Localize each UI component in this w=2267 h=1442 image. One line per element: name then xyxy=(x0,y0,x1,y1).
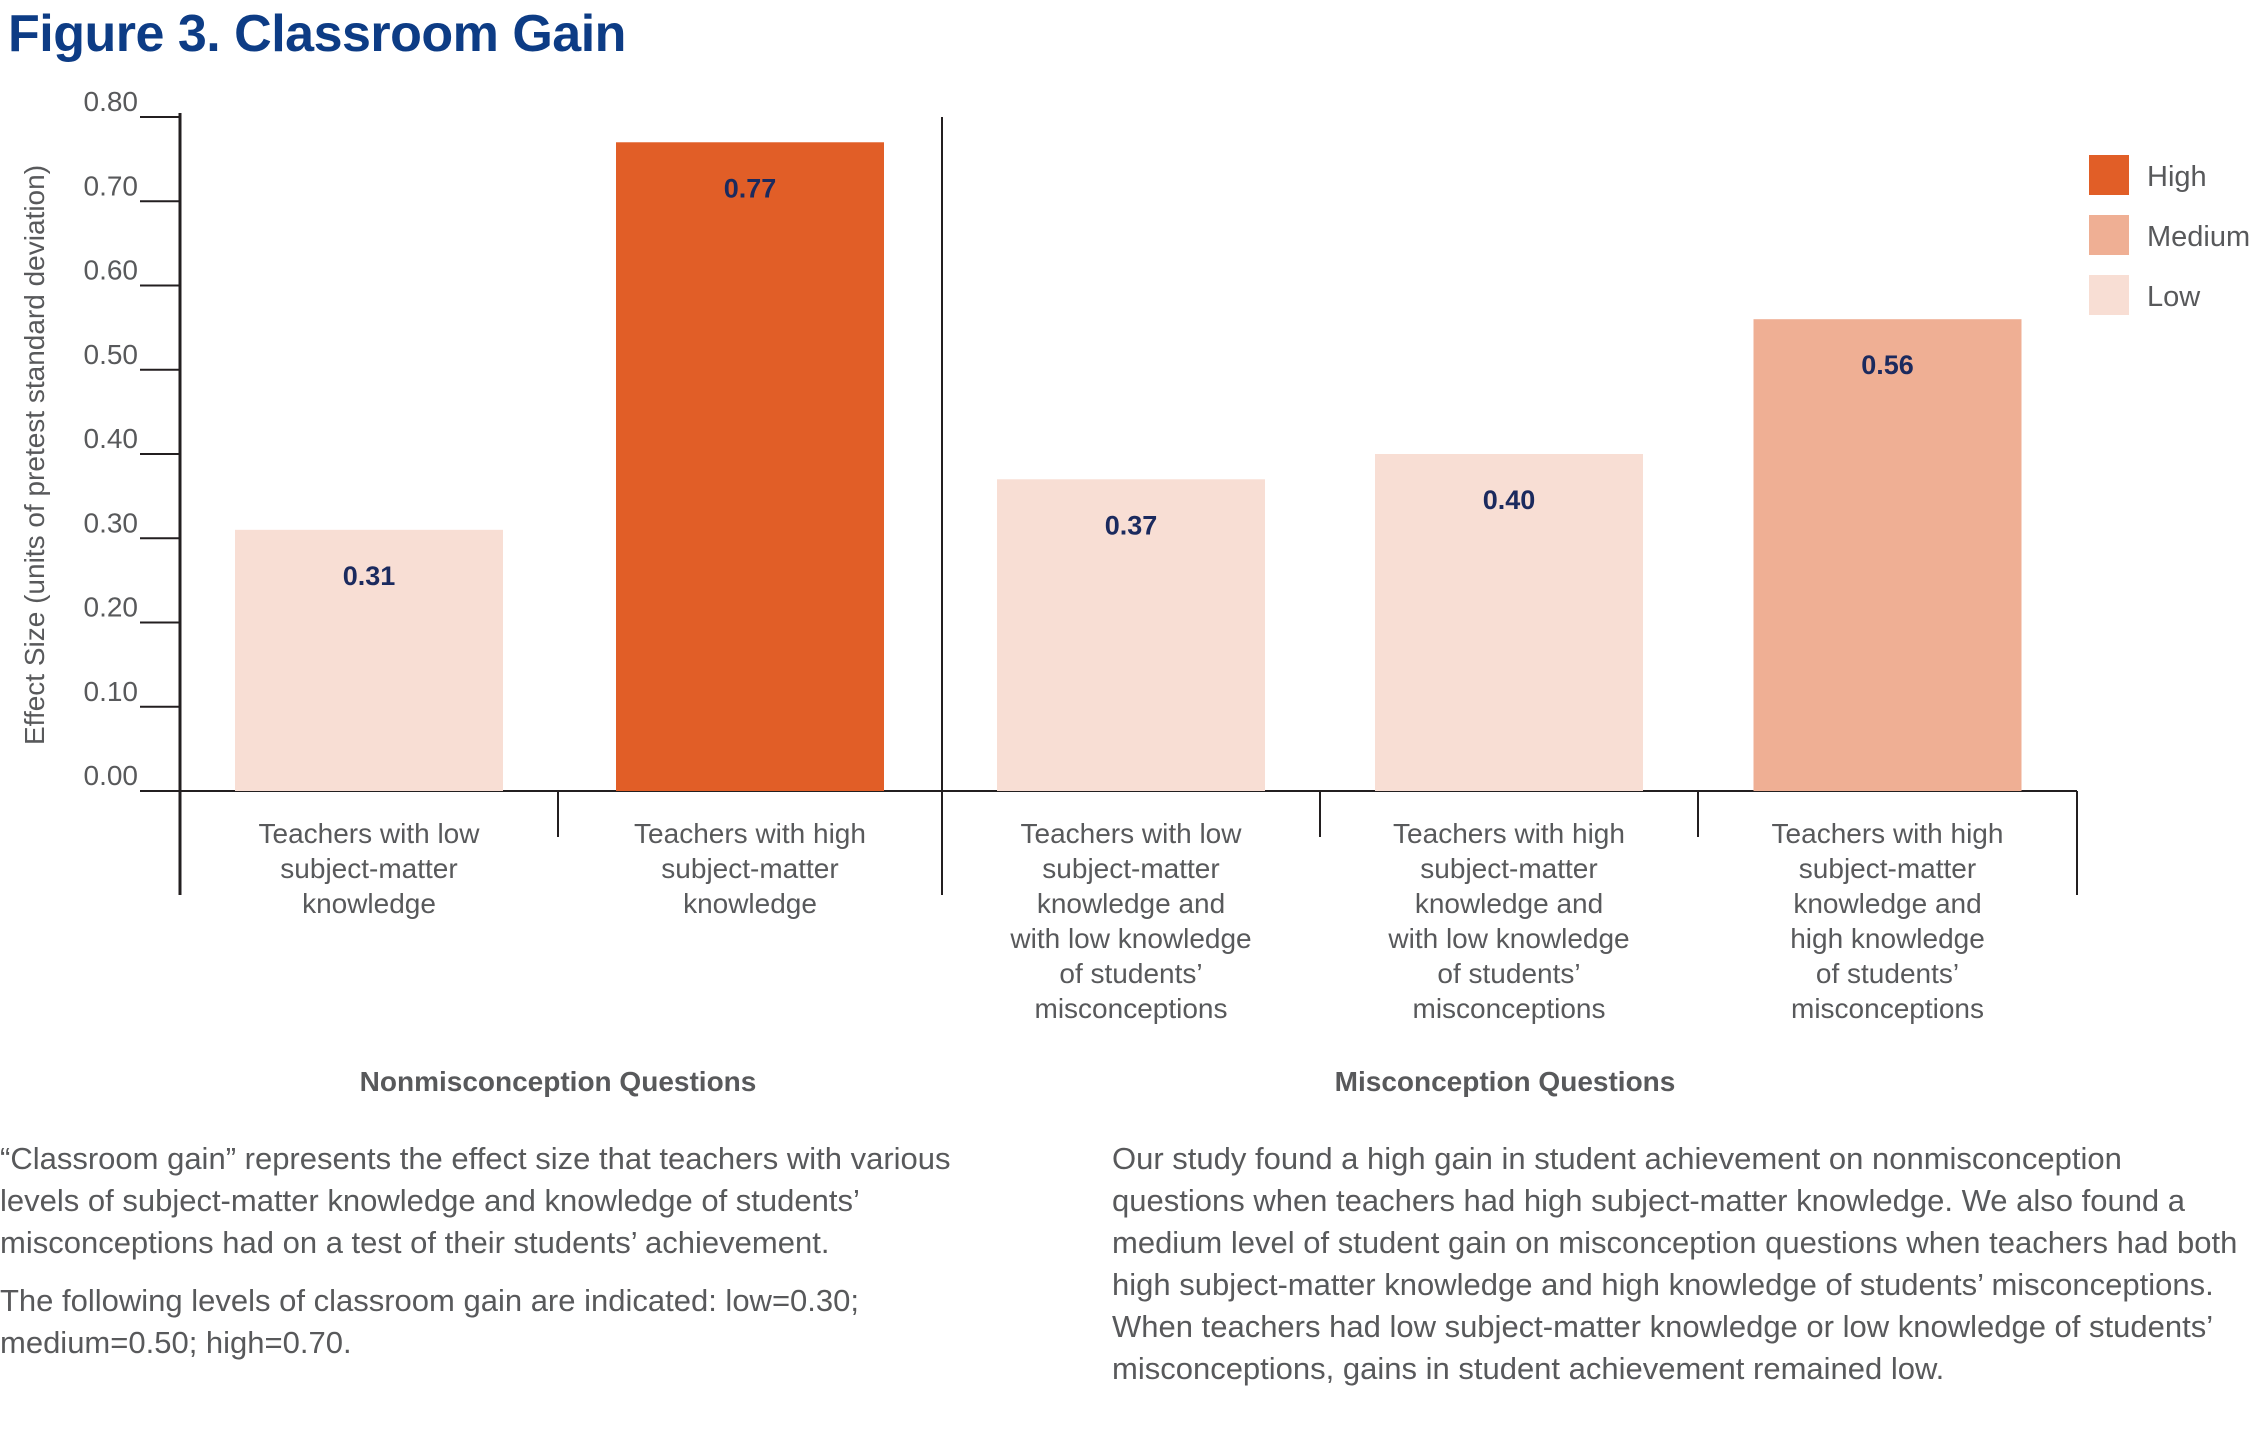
category-label: with low knowledge xyxy=(1387,923,1629,954)
category-label: subject-matter xyxy=(1799,853,1976,884)
y-tick-label: 0.50 xyxy=(84,339,139,370)
category-label: of students’ xyxy=(1437,958,1580,989)
category-label: Teachers with high xyxy=(634,818,866,849)
note-paragraph: “Classroom gain” represents the effect s… xyxy=(0,1141,951,1260)
group-label: Misconception Questions xyxy=(1335,1066,1676,1097)
category-label: of students’ xyxy=(1059,958,1202,989)
category-label: knowledge and xyxy=(1793,888,1981,919)
y-tick-label: 0.10 xyxy=(84,676,139,707)
category-label: with low knowledge xyxy=(1009,923,1251,954)
bar xyxy=(997,479,1265,791)
bar xyxy=(616,142,884,791)
category-label: high knowledge xyxy=(1790,923,1985,954)
category-label: misconceptions xyxy=(1035,993,1228,1024)
y-axis-label: Effect Size (units of pretest standard d… xyxy=(19,165,50,745)
legend-label: Low xyxy=(2147,281,2201,313)
legend-label: Medium xyxy=(2147,221,2250,253)
category-label: knowledge xyxy=(302,888,436,919)
figure-title: Figure 3. Classroom Gain xyxy=(8,5,626,63)
category-label: of students’ xyxy=(1816,958,1959,989)
category-label: misconceptions xyxy=(1791,993,1984,1024)
bar-value-label: 0.40 xyxy=(1483,485,1536,515)
y-tick-label: 0.00 xyxy=(84,760,139,791)
legend-swatch xyxy=(2089,275,2129,315)
bar xyxy=(1753,319,2022,791)
category-label: knowledge and xyxy=(1415,888,1603,919)
category-label: Teachers with low xyxy=(1021,818,1243,849)
category-label: Teachers with high xyxy=(1393,818,1625,849)
y-tick-label: 0.40 xyxy=(84,423,139,454)
legend-label: High xyxy=(2147,161,2207,193)
y-tick-label: 0.70 xyxy=(84,170,139,201)
y-tick-label: 0.20 xyxy=(84,592,139,623)
note-paragraph: Our study found a high gain in student a… xyxy=(1112,1141,2238,1386)
bar-chart: 0.00 0.10 0.20 0.30 0.40 0.50 0.60 0.70 0.80 Effe… xyxy=(19,86,2250,1097)
bar-value-label: 0.77 xyxy=(724,173,777,203)
y-tick-label: 0.60 xyxy=(84,255,139,286)
legend-swatch xyxy=(2089,155,2129,195)
category-label: subject-matter xyxy=(1420,853,1597,884)
notes-right: Our study found a high gain in student a… xyxy=(1112,1138,2242,1406)
bar-value-label: 0.56 xyxy=(1861,350,1914,380)
category-label: knowledge xyxy=(683,888,817,919)
note-paragraph: The following levels of classroom gain a… xyxy=(0,1283,859,1360)
category-label: misconceptions xyxy=(1413,993,1606,1024)
y-tick-label: 0.30 xyxy=(84,507,139,538)
category-label: knowledge and xyxy=(1037,888,1225,919)
category-label: subject-matter xyxy=(280,853,457,884)
legend-swatch xyxy=(2089,215,2129,255)
category-label: Teachers with low xyxy=(259,818,481,849)
category-label: subject-matter xyxy=(661,853,838,884)
group-label: Nonmisconception Questions xyxy=(360,1066,757,1097)
notes-left: “Classroom gain” represents the effect s… xyxy=(0,1138,1000,1380)
category-label: Teachers with high xyxy=(1772,818,2004,849)
category-label: subject-matter xyxy=(1042,853,1219,884)
bar-value-label: 0.37 xyxy=(1105,510,1158,540)
bar xyxy=(1375,454,1643,791)
bar xyxy=(235,529,503,791)
bar-value-label: 0.31 xyxy=(343,561,396,591)
y-tick-label: 0.80 xyxy=(84,86,139,117)
